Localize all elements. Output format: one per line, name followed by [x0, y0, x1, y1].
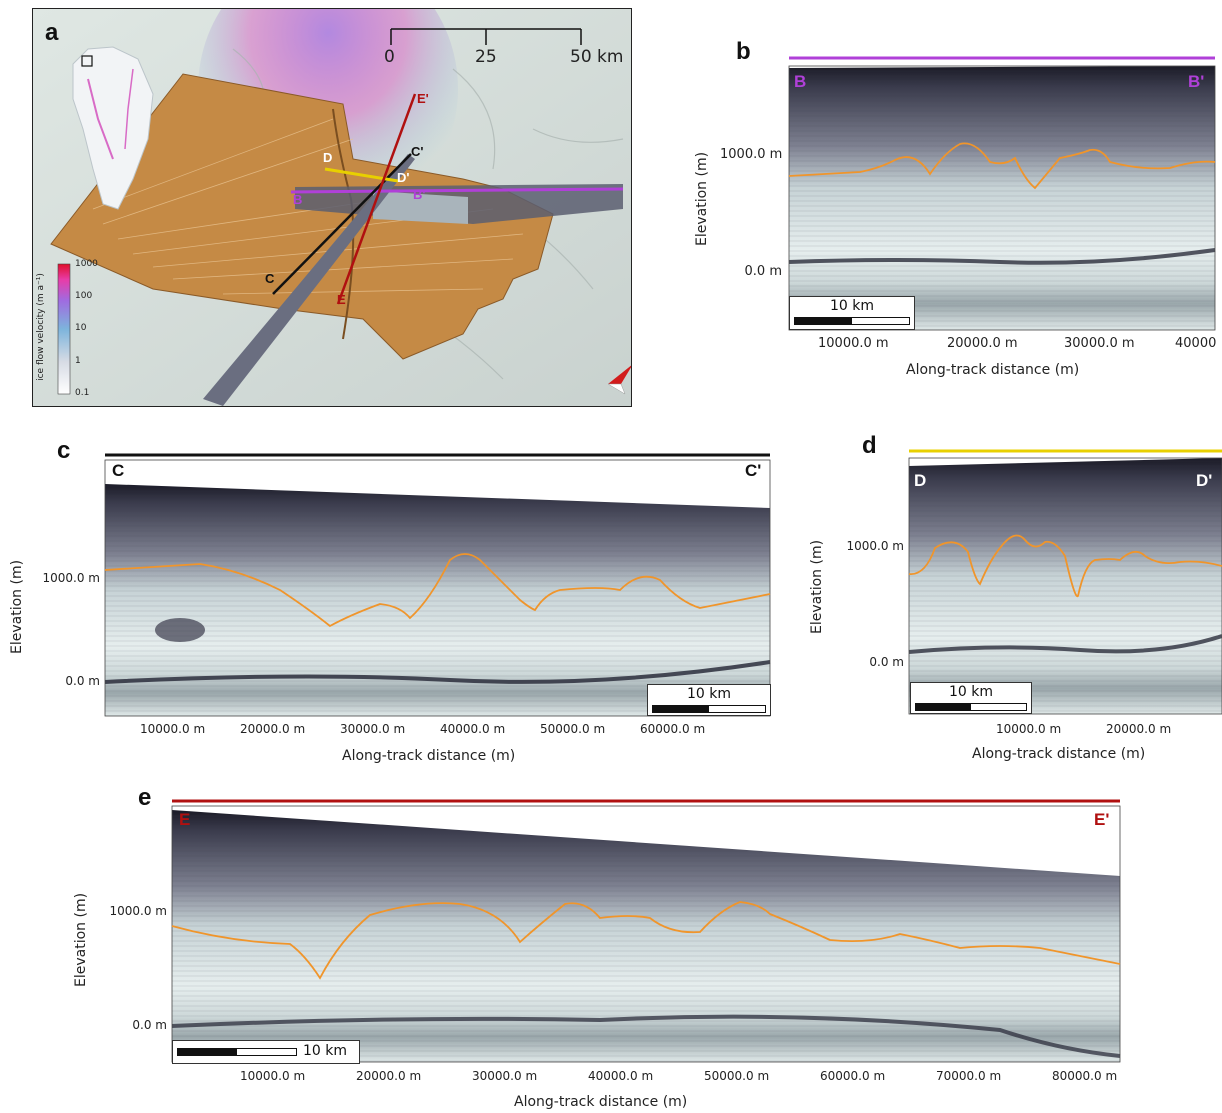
greenland-inset [72, 46, 154, 210]
panel-d-ytick-0: 0.0 m [869, 655, 904, 669]
panel-e-start: E [179, 810, 191, 829]
panel-b-xtick-3: 30000.0 m [1064, 336, 1135, 351]
panel-b-ylabel: Elevation (m) [694, 151, 710, 246]
map-label-b-prime: B' [413, 187, 426, 202]
legend-tick-1: 1 [75, 356, 81, 366]
profile-line-c [272, 153, 412, 295]
panel-b-xtick-1: 10000.0 m [818, 336, 889, 351]
panel-d-horizon [908, 534, 1222, 598]
panel-e-xtick-8: 80000.0 m [1052, 1069, 1118, 1083]
legend-title: ice flow velocity (m a⁻¹) [36, 273, 46, 381]
panel-b-end: B' [1188, 72, 1205, 91]
north-arrow-icon [607, 365, 631, 395]
panel-c-scalebar: 10 km [647, 684, 771, 716]
panel-d-ytick-1000: 1000.0 m [846, 539, 905, 553]
panel-e-xlabel: Along-track distance (m) [514, 1094, 688, 1110]
panel-e-horizon [171, 901, 1121, 980]
legend-tick-0.1: 0.1 [75, 388, 90, 398]
legend-tick-1000: 1000 [75, 259, 98, 269]
panel-c-end: C' [745, 461, 762, 480]
panel-e-ytick-1000: 1000.0 m [109, 904, 168, 918]
panel-e-ytick-0: 0.0 m [132, 1018, 167, 1032]
panel-c-plot-area [104, 484, 771, 716]
map-scale-25: 25 [475, 47, 497, 67]
panel-b-scalebar: 10 km [789, 296, 915, 330]
panel-d-plot-area [908, 458, 1222, 714]
panel-b-horizon [788, 142, 1216, 190]
panel-c-start: C [112, 461, 125, 480]
profile-line-b [290, 187, 624, 194]
panel-d-ylabel: Elevation (m) [809, 539, 825, 634]
map-scalebar [390, 28, 582, 45]
map-scale-50: 50 km [570, 47, 624, 67]
panel-a-map [33, 9, 631, 406]
panel-c-ylabel: Elevation (m) [9, 559, 25, 654]
panel-e-xtick-3: 30000.0 m [472, 1069, 538, 1083]
panel-e-label: e [138, 784, 152, 811]
panel-b-ytick-0: 0.0 m [744, 264, 782, 279]
panel-d-scalebar-label: 10 km [948, 684, 993, 700]
map-label-c: C [265, 271, 275, 286]
panel-e-xtick-5: 50000.0 m [704, 1069, 770, 1083]
map-label-b: B [293, 192, 303, 207]
panel-d-start: D [914, 471, 927, 490]
map-label-d: D [323, 150, 333, 165]
panel-e-end: E' [1094, 810, 1110, 829]
panel-b-xtick-2: 20000.0 m [947, 336, 1018, 351]
panel-b-plot-area [788, 66, 1216, 330]
panel-e-xtick-6: 60000.0 m [820, 1069, 886, 1083]
map-label-c-prime: C' [411, 144, 424, 159]
panel-b-label: b [736, 38, 751, 65]
panel-b-ytick-1000: 1000.0 m [720, 147, 783, 162]
panel-b-xtick-4: 40000 [1175, 336, 1217, 351]
profile-line-e [336, 93, 417, 305]
panel-c-xtick-3: 30000.0 m [340, 722, 406, 736]
panel-b-scalebar-label: 10 km [829, 298, 874, 314]
panel-c-xtick-4: 40000.0 m [440, 722, 506, 736]
panel-e-ylabel: Elevation (m) [73, 892, 89, 987]
panel-c-horizon [104, 553, 771, 628]
panel-c-ytick-1000: 1000.0 m [42, 571, 101, 585]
panel-c-xtick-1: 10000.0 m [140, 722, 206, 736]
panel-e-scalebar: 10 km [172, 1040, 360, 1064]
legend-tick-100: 100 [75, 291, 93, 301]
panel-d-xtick-1: 10000.0 m [996, 722, 1062, 736]
panel-b-xlabel: Along-track distance (m) [906, 362, 1080, 378]
panel-d-xlabel: Along-track distance (m) [972, 746, 1146, 762]
panel-e-xtick-4: 40000.0 m [588, 1069, 654, 1083]
panel-c-label: c [57, 437, 71, 464]
legend-tick-10: 10 [75, 323, 87, 333]
velocity-colorbar [57, 263, 71, 395]
panel-d-end: D' [1196, 471, 1213, 490]
panel-d-label: d [862, 432, 877, 459]
panel-a-label: a [45, 19, 59, 46]
panel-c-scalebar-label: 10 km [686, 686, 731, 702]
panel-c-xtick-6: 60000.0 m [640, 722, 706, 736]
panel-e-xtick-2: 20000.0 m [356, 1069, 422, 1083]
panel-c-xtick-2: 20000.0 m [240, 722, 306, 736]
profile-line-d [324, 167, 399, 183]
terrain-surface [50, 73, 554, 360]
panel-c-xlabel: Along-track distance (m) [342, 748, 516, 764]
panel-e-plot-area [171, 810, 1121, 1062]
panel-d-xtick-2: 20000.0 m [1106, 722, 1172, 736]
panel-e-xtick-1: 10000.0 m [240, 1069, 306, 1083]
map-label-e-prime: E' [417, 91, 429, 106]
panel-d-scalebar: 10 km [910, 682, 1032, 714]
map-scale-0: 0 [384, 47, 395, 67]
panel-c-ytick-0: 0.0 m [65, 674, 100, 688]
panel-e-scalebar-label: 10 km [303, 1043, 348, 1059]
radar-curtains [203, 154, 623, 406]
panel-c-xtick-5: 50000.0 m [540, 722, 606, 736]
panel-e-xtick-7: 70000.0 m [936, 1069, 1002, 1083]
panel-b-start: B [794, 72, 807, 91]
map-label-e: E [337, 292, 346, 307]
panel-a: a 0 25 50 km ice flow velocity (m a⁻¹) 1… [32, 8, 632, 407]
map-label-d-prime: D' [397, 170, 410, 185]
